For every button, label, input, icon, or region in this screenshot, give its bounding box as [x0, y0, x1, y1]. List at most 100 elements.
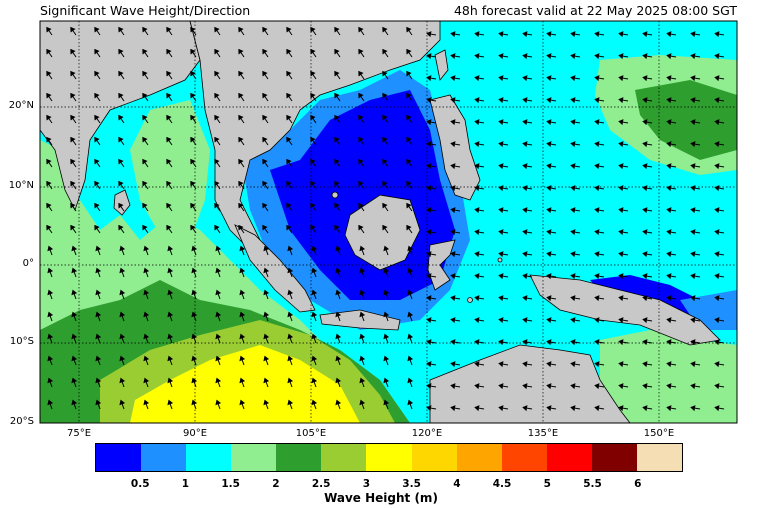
direction-arrow-head	[714, 141, 720, 148]
colorbar-tick: 1	[181, 478, 190, 490]
direction-arrow-head	[666, 295, 672, 302]
direction-arrow-head	[406, 114, 412, 121]
direction-arrow-head	[166, 26, 172, 33]
direction-arrow-head	[690, 185, 696, 192]
direction-arrow-head	[666, 163, 672, 170]
direction-arrow-head	[450, 53, 456, 60]
direction-arrow-head	[334, 202, 340, 209]
direction-arrow-head	[474, 185, 480, 192]
direction-arrow-head	[618, 405, 624, 412]
direction-arrow-head	[383, 311, 390, 318]
direction-arrow-head	[383, 333, 390, 340]
direction-arrow-head	[570, 405, 576, 412]
direction-arrow-head	[714, 251, 720, 258]
direction-arrow-head	[498, 317, 504, 324]
direction-arrow-head	[262, 26, 268, 33]
direction-arrow-head	[143, 289, 150, 296]
direction-arrow-head	[166, 224, 172, 231]
direction-arrow-head	[47, 399, 54, 406]
direction-arrow-head	[46, 136, 52, 143]
direction-arrow-head	[238, 180, 244, 187]
direction-arrow-head	[714, 75, 720, 82]
direction-arrow-head	[690, 97, 696, 104]
direction-arrow-head	[262, 70, 268, 77]
direction-arrow-head	[666, 97, 672, 104]
direction-arrow-head	[358, 92, 364, 99]
direction-arrow-head	[214, 26, 220, 33]
direction-arrow-head	[262, 92, 268, 99]
direction-arrow-head	[426, 317, 432, 324]
direction-arrow-head	[498, 119, 504, 126]
direction-arrow-head	[546, 141, 552, 148]
direction-arrow-head	[714, 339, 720, 346]
map-frame	[39, 20, 738, 424]
direction-arrow-head	[546, 251, 552, 258]
direction-arrow-head	[286, 70, 292, 77]
direction-arrow-head	[358, 70, 364, 77]
direction-arrow-head	[407, 377, 414, 384]
direction-arrow-head	[690, 207, 696, 214]
direction-arrow-head	[450, 251, 456, 258]
direction-arrow-head	[118, 114, 124, 121]
direction-arrow-head	[426, 229, 432, 236]
direction-arrow-head	[335, 399, 342, 406]
direction-arrow-head	[474, 75, 480, 82]
direction-arrow-head	[191, 311, 198, 318]
direction-arrow-head	[570, 361, 576, 368]
direction-arrow-head	[94, 202, 100, 209]
direction-arrow-head	[119, 311, 126, 318]
direction-arrow-head	[239, 399, 246, 406]
wave-zone-bay-of-bengal	[130, 100, 210, 240]
direction-arrow-head	[618, 383, 624, 390]
direction-arrow-head	[94, 180, 100, 187]
lon-label-90e: 90°E	[182, 428, 208, 439]
direction-arrow-head	[450, 163, 456, 170]
colorbar-swatch	[411, 444, 457, 471]
direction-arrow-head	[118, 158, 124, 165]
direction-arrow-head	[238, 224, 244, 231]
direction-arrow-head	[642, 163, 648, 170]
direction-arrow-head	[119, 377, 126, 384]
direction-arrow-head	[359, 289, 366, 296]
direction-arrow-head	[450, 141, 456, 148]
colorbar-tick: 3.5	[402, 478, 421, 490]
direction-arrow-head	[450, 317, 456, 324]
direction-arrow-head	[215, 355, 222, 362]
direction-arrow-head	[310, 26, 316, 33]
direction-arrow-head	[546, 405, 552, 412]
direction-arrow-head	[642, 53, 648, 60]
direction-arrow-head	[142, 114, 148, 121]
direction-arrow-head	[426, 361, 432, 368]
direction-arrow-head	[70, 158, 76, 165]
direction-arrow-head	[119, 267, 126, 274]
direction-arrow-head	[95, 311, 102, 318]
direction-arrow-head	[714, 185, 720, 192]
direction-arrow-head	[70, 180, 76, 187]
direction-arrow-head	[642, 119, 648, 126]
direction-arrow-head	[119, 245, 126, 252]
direction-arrow-head	[642, 317, 648, 324]
direction-arrow-head	[522, 119, 528, 126]
direction-arrow-head	[71, 267, 78, 274]
direction-arrow-head	[382, 136, 388, 143]
direction-arrow-head	[570, 207, 576, 214]
direction-arrow-head	[286, 136, 292, 143]
direction-arrow-head	[286, 224, 292, 231]
direction-arrow-head	[47, 311, 54, 318]
direction-arrow-head	[474, 405, 480, 412]
direction-arrow-head	[166, 158, 172, 165]
direction-arrow-head	[238, 114, 244, 121]
direction-arrow-head	[498, 185, 504, 192]
colorbar-swatch	[636, 444, 683, 471]
direction-arrow-head	[666, 119, 672, 126]
direction-arrow-head	[166, 202, 172, 209]
direction-arrow-head	[119, 355, 126, 362]
direction-arrow-head	[522, 383, 528, 390]
colorbar-swatch	[231, 444, 277, 471]
direction-arrow-head	[426, 295, 432, 302]
direction-arrow-head	[383, 355, 390, 362]
direction-arrow-head	[426, 119, 432, 126]
direction-arrow-head	[143, 377, 150, 384]
direction-arrow-head	[94, 224, 100, 231]
direction-arrow-head	[358, 48, 364, 55]
